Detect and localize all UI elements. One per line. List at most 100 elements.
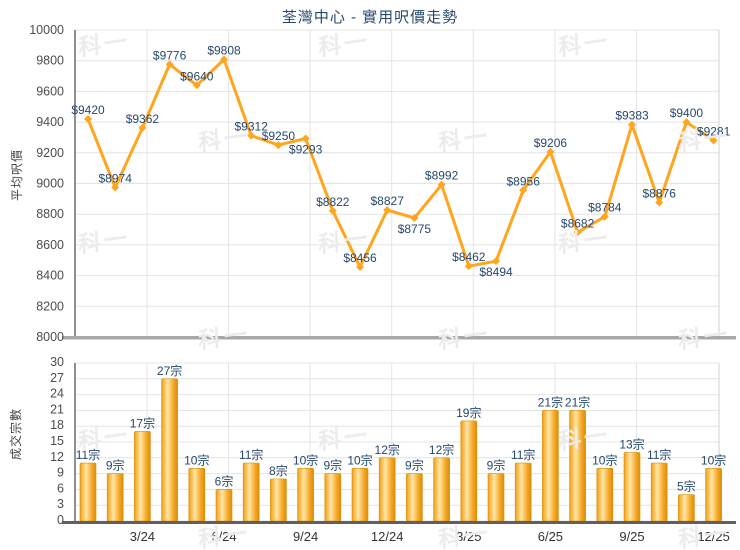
x-tick-label: 9/25 — [619, 529, 644, 544]
count-bar-label: 10宗 — [592, 452, 617, 467]
count-bar-label: 27宗 — [157, 363, 182, 378]
y-tick-label: 0 — [57, 513, 64, 527]
x-tick-label: 6/25 — [538, 529, 563, 544]
price-point-marker — [111, 183, 120, 192]
price-point-marker — [628, 120, 636, 129]
y-tick-label: 8200 — [36, 299, 64, 313]
price-point-marker — [383, 206, 392, 215]
price-point-label: $9420 — [71, 103, 105, 117]
price-point-label: $8822 — [316, 195, 350, 209]
y-tick-label: 3 — [57, 497, 64, 511]
count-bar-series — [62, 378, 736, 524]
count-bar-label: 10宗 — [293, 452, 318, 467]
price-point-marker — [410, 214, 419, 223]
price-point-marker — [356, 263, 364, 272]
count-bar — [324, 473, 342, 522]
count-bar-label: 9宗 — [405, 458, 424, 473]
x-tick-label: 12/24 — [371, 529, 404, 544]
y-tick-label: 8800 — [36, 207, 64, 221]
price-point-label: $8456 — [343, 251, 377, 265]
price-point-label: $8974 — [99, 171, 133, 185]
price-point-marker — [165, 60, 174, 69]
count-bar — [161, 378, 178, 522]
y-tick-label: 6 — [57, 481, 64, 495]
price-point-label: $9206 — [534, 136, 568, 150]
count-bar — [242, 462, 260, 522]
count-bar — [188, 468, 206, 522]
price-point-label: $9250 — [262, 129, 296, 143]
count-bar-label: 9宗 — [487, 458, 506, 473]
price-point-marker — [84, 115, 92, 124]
price-point-marker — [600, 212, 609, 221]
price-point-marker — [573, 228, 582, 237]
price-point-label: $9281 — [697, 124, 731, 138]
count-bar-label: 12宗 — [375, 442, 400, 457]
price-point-label: $8876 — [643, 187, 677, 201]
count-bar — [460, 420, 478, 522]
count-bar-label: 11宗 — [511, 447, 535, 462]
y-tick-label: 8000 — [36, 330, 64, 344]
x-tick-label: 3/25 — [456, 529, 481, 544]
y-tick-label: 9600 — [36, 84, 64, 98]
count-bar-label: 11宗 — [647, 447, 671, 462]
count-bar-label: 12宗 — [429, 442, 454, 457]
y-tick-label: 15 — [50, 434, 64, 448]
price-point-label: $8992 — [425, 169, 459, 183]
price-point-marker — [519, 186, 528, 195]
count-bar — [596, 468, 614, 522]
count-bar — [678, 494, 695, 522]
y-tick-label: 18 — [50, 418, 64, 432]
count-bar-label: 5宗 — [677, 479, 696, 494]
price-point-marker — [655, 198, 664, 207]
count-bar — [106, 473, 124, 522]
price-point-label: $8462 — [452, 250, 486, 264]
x-tick-label: 6/24 — [211, 529, 236, 544]
price-point-marker — [274, 141, 283, 150]
price-point-label: $9362 — [126, 112, 160, 126]
y-tick-label: 27 — [50, 371, 64, 385]
y-tick-label: 9 — [57, 466, 64, 480]
y-tick-label: 9200 — [36, 146, 64, 160]
count-bar — [650, 462, 668, 522]
x-tick-label: 12/25 — [697, 529, 730, 544]
count-bar — [134, 431, 151, 522]
y-tick-label: 10000 — [29, 23, 64, 37]
price-point-label: $8494 — [479, 265, 513, 279]
y-tick-label: 9000 — [36, 177, 64, 191]
count-bar-label: 21宗 — [565, 394, 590, 409]
count-bar-label: 10宗 — [184, 452, 209, 467]
price-point-label: $8956 — [507, 174, 541, 188]
x-tick-label: 9/24 — [293, 529, 318, 544]
count-bar-label: 10宗 — [701, 452, 726, 467]
y-tick-label: 8400 — [36, 269, 64, 283]
y-tick-label: 24 — [50, 387, 64, 401]
price-chart-grid — [62, 29, 736, 340]
price-point-marker — [464, 262, 473, 271]
price-point-label: $9383 — [615, 109, 649, 123]
x-axis-shadow — [62, 336, 736, 340]
count-bar — [406, 473, 423, 522]
y-tick-label: 21 — [50, 402, 64, 416]
price-point-label: $9400 — [670, 106, 704, 120]
count-bar — [514, 462, 532, 522]
price-point-marker — [328, 206, 337, 215]
count-bar-label: 9宗 — [323, 458, 342, 473]
x-axis-line — [62, 521, 736, 524]
count-bar-label: 9宗 — [106, 458, 125, 473]
count-bar — [351, 468, 369, 522]
price-point-label: $8784 — [588, 201, 622, 215]
x-tick-label: 3/24 — [130, 529, 155, 544]
price-point-marker — [192, 81, 201, 90]
count-bar-label: 11宗 — [239, 447, 263, 462]
price-line-series — [84, 55, 718, 272]
price-point-marker — [492, 257, 500, 266]
price-point-marker — [682, 118, 691, 127]
price-point-label: $9640 — [180, 69, 214, 83]
count-bar — [623, 452, 641, 522]
y-tick-label: 9400 — [36, 115, 64, 129]
price-point-marker — [709, 136, 718, 145]
price-point-marker — [301, 134, 310, 143]
count-bar — [79, 462, 97, 522]
